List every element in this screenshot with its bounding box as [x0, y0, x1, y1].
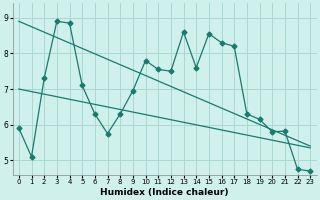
X-axis label: Humidex (Indice chaleur): Humidex (Indice chaleur): [100, 188, 229, 197]
